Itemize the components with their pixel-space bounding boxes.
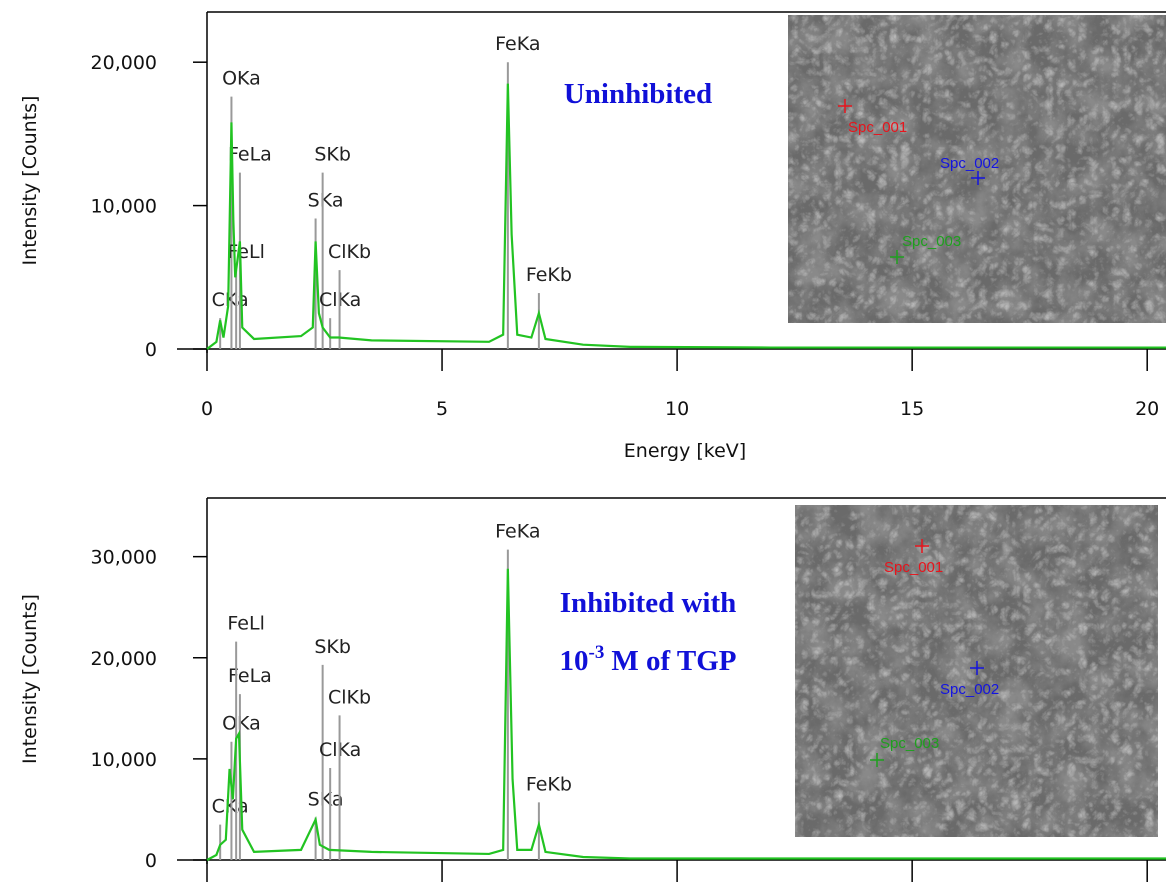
peak-label: FeKa (495, 33, 540, 55)
annotation-superscript: -3 (589, 642, 605, 663)
y-tick-label: 30,000 (91, 547, 157, 569)
y-axis-label: Intensity [Counts] (19, 594, 41, 764)
x-tick-label: 20 (1135, 398, 1159, 420)
peak-label: FeKb (526, 773, 572, 795)
x-tick-label: 15 (900, 398, 924, 420)
point-label: Spc_003 (880, 735, 939, 752)
point-label: Spc_002 (940, 681, 999, 698)
x-axis-label: Energy [keV] (624, 440, 746, 462)
y-tick-label: 0 (145, 339, 157, 361)
peak-label: FeLa (228, 144, 272, 166)
point-label: Spc_002 (940, 155, 999, 172)
peak-label: FeLa (228, 665, 272, 687)
x-tick-label: 5 (436, 398, 448, 420)
peak-label: FeKb (526, 264, 572, 286)
x-tick-label: 0 (201, 398, 213, 420)
y-tick-label: 20,000 (91, 648, 157, 670)
peak-label: ClKb (328, 241, 371, 263)
peak-label: OKa (222, 713, 261, 735)
peak-label: OKa (222, 68, 261, 90)
peak-label: ClKb (328, 686, 371, 708)
y-axis-label: Intensity [Counts] (19, 96, 41, 266)
annotation: 10-3 M of TGP (560, 642, 737, 677)
y-tick-label: 20,000 (91, 52, 157, 74)
y-tick-label: 0 (145, 850, 157, 872)
peak-label: FeLl (227, 613, 264, 635)
peak-label: SKb (314, 636, 351, 658)
y-tick-label: 10,000 (91, 749, 157, 771)
peak-label: CKa (212, 289, 249, 311)
peak-label: SKa (308, 190, 344, 212)
y-tick-label: 10,000 (91, 196, 157, 218)
peak-label: CKa (212, 796, 249, 818)
annotation: Inhibited with (560, 587, 736, 619)
peak-label: SKa (308, 789, 344, 811)
figure: 0 10,000 20,000 0 5 10 15 20 Energy [keV] Intensi… (0, 0, 1166, 893)
annotation-part: 10 (560, 645, 589, 677)
point-label: Spc_003 (902, 233, 961, 250)
annotation: Uninhibited (564, 78, 712, 110)
annotation-part: M of TGP (611, 645, 736, 677)
peak-label: SKb (314, 144, 351, 166)
point-label: Spc_001 (848, 119, 907, 136)
x-tick-label: 10 (665, 398, 689, 420)
point-label: Spc_001 (884, 559, 943, 576)
peak-label: FeKa (495, 521, 540, 543)
